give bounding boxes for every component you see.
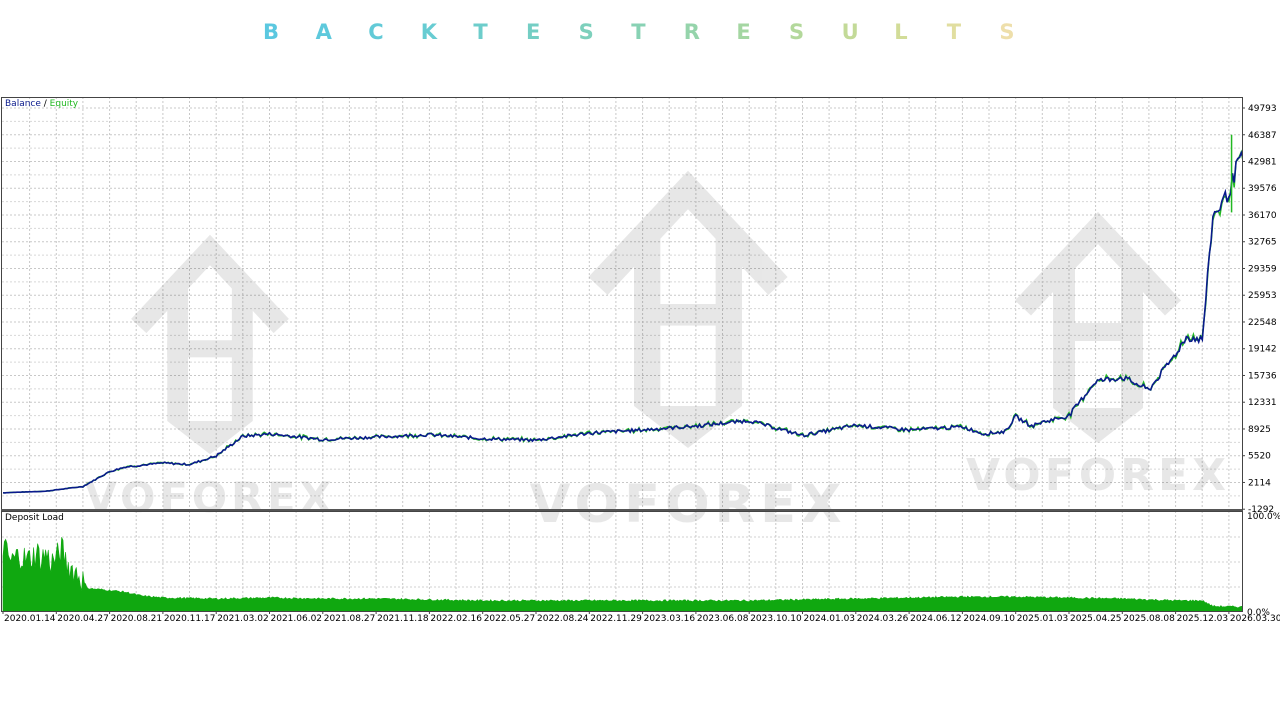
deposit-load-title: Deposit Load bbox=[5, 513, 64, 523]
x-tick-label: 2026.03.30 bbox=[1230, 614, 1280, 624]
title-letter: S bbox=[578, 20, 594, 44]
watermark-logo: VOFOREX bbox=[530, 170, 847, 535]
balance-line bbox=[2, 150, 1242, 494]
chart-frames bbox=[1, 97, 1243, 612]
grid-lines bbox=[2, 97, 1242, 611]
y-tick-label: 19142 bbox=[1248, 345, 1277, 355]
deposit-load-plot bbox=[2, 537, 1242, 611]
x-tick-label: 2024.03.26 bbox=[857, 614, 909, 624]
x-tick-label: 2023.06.08 bbox=[697, 614, 749, 624]
y-tick-label: 36170 bbox=[1248, 211, 1277, 221]
y-tick-label: 32765 bbox=[1248, 238, 1277, 248]
x-tick-label: 2020.11.17 bbox=[164, 614, 216, 624]
watermark-text: VOFOREX bbox=[85, 473, 336, 522]
title-letter: B bbox=[263, 20, 280, 44]
x-tick-label: 2025.01.03 bbox=[1017, 614, 1069, 624]
x-tick-label: 2023.03.16 bbox=[644, 614, 696, 624]
title-letter: S bbox=[789, 20, 805, 44]
y-tick-label: 29359 bbox=[1248, 264, 1277, 274]
x-tick-label: 2021.11.18 bbox=[377, 614, 429, 624]
load-y-tick-label: 100.0% bbox=[1247, 512, 1280, 522]
load-chart-frame bbox=[1, 511, 1243, 612]
title-letter: E bbox=[526, 20, 541, 44]
y-tick-label: 46387 bbox=[1248, 131, 1277, 141]
x-tick-label: 2020.08.21 bbox=[111, 614, 163, 624]
title-letter: T bbox=[946, 20, 962, 44]
x-tick-label: 2021.08.27 bbox=[324, 614, 376, 624]
y-tick-label: 22548 bbox=[1248, 318, 1277, 328]
title-letter: T bbox=[631, 20, 646, 44]
title-letter: L bbox=[894, 20, 908, 44]
title-letter: C bbox=[368, 20, 384, 44]
load-y-tick-label: 0.0% bbox=[1247, 608, 1270, 618]
x-tick-label: 2025.08.08 bbox=[1123, 614, 1175, 624]
watermark-text: VOFOREX bbox=[530, 474, 847, 535]
deposit-load-area bbox=[2, 537, 1242, 611]
title-letter: T bbox=[473, 20, 488, 44]
x-tick-label: 2022.08.24 bbox=[537, 614, 589, 624]
title-letter: R bbox=[683, 20, 700, 44]
x-tick-label: 2022.05.27 bbox=[484, 614, 536, 624]
y-tick-label: 49793 bbox=[1248, 104, 1277, 114]
watermark-text: VOFOREX bbox=[966, 450, 1230, 501]
x-tick-label: 2024.01.03 bbox=[804, 614, 856, 624]
x-tick-label: 2020.01.14 bbox=[4, 614, 56, 624]
watermark-logos: VOFOREX VOFOREX VOFOREX bbox=[85, 170, 1230, 535]
y-tick-label: 25953 bbox=[1248, 291, 1277, 301]
y-tick-label: 15736 bbox=[1248, 371, 1277, 381]
title-letter: E bbox=[736, 20, 751, 44]
x-tick-label: 2022.02.16 bbox=[430, 614, 482, 624]
x-tick-label: 2022.11.29 bbox=[590, 614, 642, 624]
y-tick-label: 42981 bbox=[1248, 158, 1277, 168]
title-letter: S bbox=[999, 20, 1015, 44]
x-tick-label: 2024.09.10 bbox=[963, 614, 1015, 624]
y-tick-label: 5520 bbox=[1248, 452, 1271, 462]
title-letter: A bbox=[315, 20, 332, 44]
y-tick-label: 12331 bbox=[1248, 398, 1277, 408]
y-tick-label: 2114 bbox=[1248, 478, 1271, 488]
axis-labels: Balance / Equity Deposit Load 49793 46387 42… bbox=[2, 99, 1280, 624]
title-letter: U bbox=[841, 20, 859, 44]
x-tick-label: 2021.06.02 bbox=[271, 614, 323, 624]
watermark-logo: VOFOREX bbox=[966, 211, 1230, 501]
x-tick-label: 2021.03.02 bbox=[217, 614, 269, 624]
y-tick-label: 39576 bbox=[1248, 184, 1277, 194]
watermark-logo: VOFOREX bbox=[85, 234, 336, 522]
x-tick-label: 2025.12.03 bbox=[1177, 614, 1229, 624]
balance-equity-plot bbox=[2, 134, 1242, 494]
x-tick-label: 2025.04.25 bbox=[1070, 614, 1122, 624]
y-tick-label: 8925 bbox=[1248, 425, 1271, 435]
y-tick-label: -1292 bbox=[1248, 505, 1274, 515]
chart-legend: Balance / Equity bbox=[5, 99, 79, 109]
title-letter: K bbox=[420, 20, 438, 44]
x-tick-label: 2020.04.27 bbox=[57, 614, 109, 624]
x-tick-label: 2023.10.10 bbox=[750, 614, 802, 624]
x-tick-label: 2024.06.12 bbox=[910, 614, 962, 624]
